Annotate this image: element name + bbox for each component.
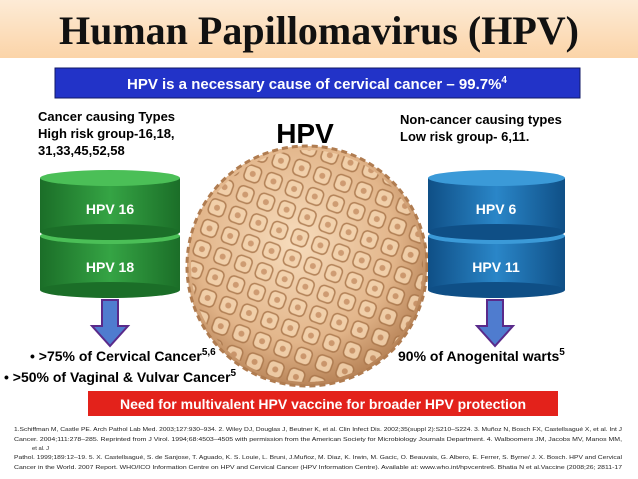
bullet-sup: 5	[231, 368, 237, 379]
right-line: Low risk group- 6,11.	[400, 129, 529, 144]
banner-main: HPV is a necessary cause of cervical can…	[127, 76, 501, 93]
bullet-sup: 5,6	[202, 347, 216, 358]
banner-sup: 4	[501, 75, 507, 86]
cta-band	[88, 391, 558, 416]
banner	[54, 67, 581, 99]
left-line: High risk group-16,18,	[38, 126, 175, 141]
right-cylinders	[428, 170, 565, 298]
arrow	[474, 299, 516, 348]
reference-line: Cancer. 2004;111:278–285. Reprinted from…	[14, 437, 622, 443]
cylinder-label: HPV 18	[86, 259, 134, 275]
bullet: • >50% of Vaginal & Vulvar Cancer5	[4, 368, 237, 385]
bullet-text: 90% of Anogenital warts	[398, 348, 560, 364]
bullet-sup: 5	[559, 347, 565, 358]
reference-line: Cancer in the World. 2007 Report. WHO/IC…	[14, 465, 622, 471]
bullet-text: • >50% of Vaginal & Vulvar Cancer	[4, 369, 231, 385]
bullet-text: • >75% of Cervical Cancer	[30, 348, 202, 364]
cylinder-label: HPV 6	[476, 201, 517, 217]
left-line: 31,33,45,52,58	[38, 143, 125, 158]
reference-line: 1.Schiffman M, Castle PE. Arch Pathol La…	[14, 427, 622, 433]
right-heading: Non-cancer causing types Low risk group-…	[400, 112, 565, 144]
left-heading: Cancer causing Types High risk group-16,…	[38, 109, 179, 158]
center-label: HPV	[276, 118, 334, 149]
bullet: 90% of Anogenital warts5	[398, 347, 565, 364]
cylinder-label: HPV 11	[472, 259, 520, 275]
banner-text: HPV is a necessary cause of cervical can…	[127, 75, 507, 93]
title: Human Papillomavirus (HPV)	[59, 8, 579, 53]
left-cylinders	[40, 170, 180, 298]
virus-illustration	[185, 144, 429, 388]
reference-line: et al. J	[32, 446, 49, 452]
left-line: Cancer causing Types	[38, 109, 175, 124]
title-band	[0, 0, 638, 58]
arrow	[89, 299, 131, 348]
reference-line: Pathol. 1999;189:12–19. 5. X. Castellsag…	[14, 455, 622, 461]
cylinder-label: HPV 16	[86, 201, 134, 217]
cta-text: Need for multivalent HPV vaccine for bro…	[120, 396, 526, 412]
references: 1.Schiffman M, Castle PE. Arch Pathol La…	[14, 427, 622, 471]
right-line: Non-cancer causing types	[400, 112, 562, 127]
bullet: • >75% of Cervical Cancer5,6	[30, 347, 216, 364]
